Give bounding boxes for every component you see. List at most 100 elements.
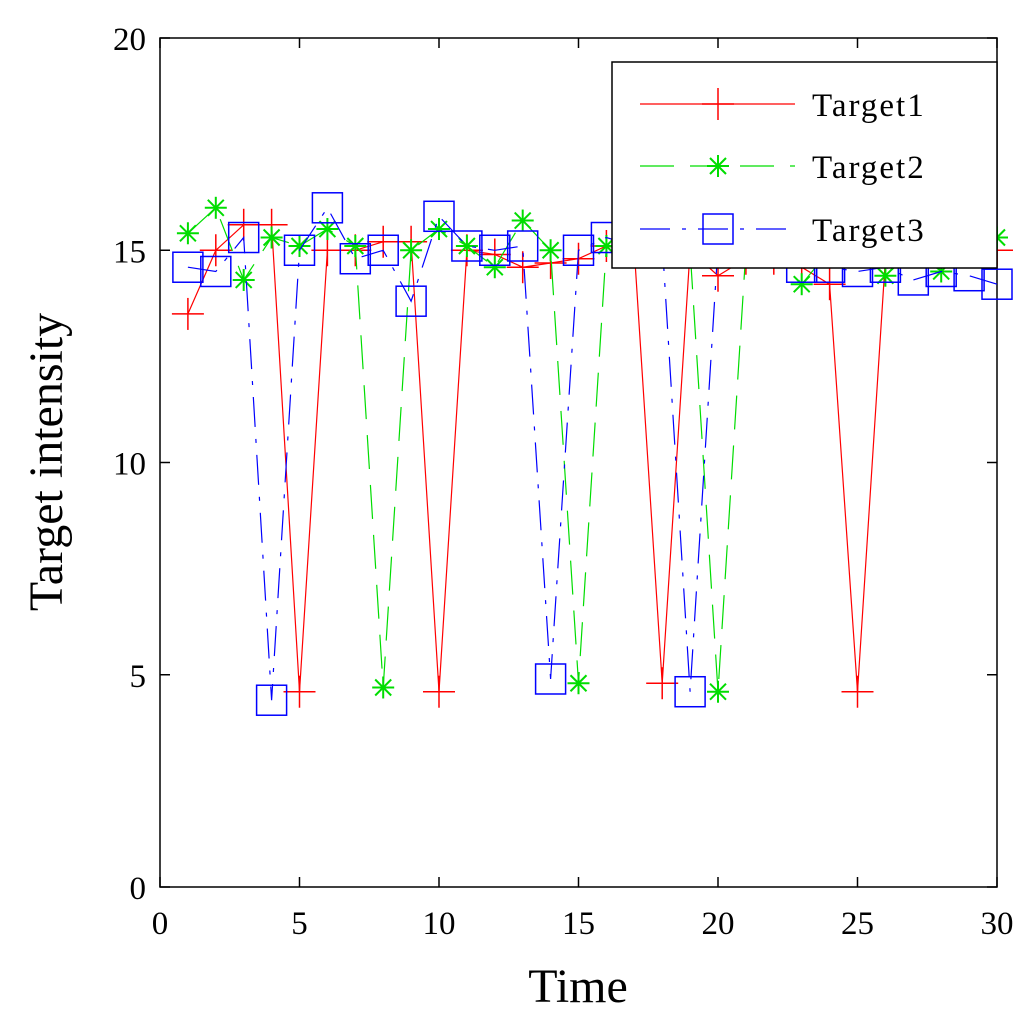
x-tick-label: 5	[291, 906, 308, 942]
data-point	[567, 672, 590, 695]
marker-stroke	[367, 234, 399, 266]
data-point	[511, 209, 534, 232]
legend-label: Target2	[812, 150, 926, 186]
x-tick-label: 30	[981, 906, 1014, 942]
marker-stroke	[562, 234, 595, 266]
marker-stroke	[430, 220, 448, 238]
data-point	[539, 239, 562, 262]
data-point	[981, 268, 1013, 300]
data-point	[841, 675, 874, 708]
x-tick-label: 20	[702, 906, 735, 942]
marker-stroke	[402, 241, 420, 259]
data-point	[790, 273, 813, 296]
marker-stroke	[674, 675, 706, 708]
y-tick-label: 5	[130, 659, 147, 695]
data-point	[562, 234, 595, 266]
marker-stroke	[486, 258, 504, 276]
x-tick-label: 15	[562, 906, 595, 942]
data-point	[506, 230, 539, 262]
legend-label: Target1	[812, 88, 926, 124]
y-tick-label: 15	[113, 234, 146, 270]
marker-stroke	[702, 213, 734, 245]
data-point	[227, 208, 260, 241]
data-point	[344, 235, 367, 258]
data-point	[288, 235, 311, 258]
y-axis-label: Target intensity	[20, 313, 73, 611]
marker-stroke	[709, 157, 727, 175]
legend: Target1 Target2 Target3	[611, 61, 998, 269]
y-tick-label: 0	[130, 871, 147, 907]
marker-stroke	[346, 237, 365, 255]
axis-ticks: 0 5 10 15 20 25 30 0 5 10 15 20	[113, 22, 1014, 942]
data-point	[172, 251, 204, 283]
data-point	[283, 675, 316, 708]
marker-stroke	[423, 200, 455, 233]
marker-stroke	[876, 267, 895, 285]
marker-stroke	[513, 211, 532, 230]
data-point	[479, 234, 511, 266]
data-point	[367, 234, 399, 266]
legend-item: Target3	[640, 213, 926, 249]
data-point	[423, 675, 455, 708]
y-tick-label: 10	[113, 447, 146, 483]
marker-stroke	[311, 192, 344, 224]
legend-item: Target2	[640, 150, 926, 186]
data-point	[255, 684, 288, 716]
data-point	[171, 297, 204, 330]
marker-stroke	[506, 230, 539, 262]
marker-stroke	[339, 242, 372, 275]
data-point	[423, 200, 455, 233]
data-point	[506, 251, 539, 284]
data-point	[283, 234, 316, 266]
x-axis-label: Time	[528, 960, 628, 1013]
legend-box	[611, 61, 998, 269]
x-tick-label: 25	[841, 906, 874, 942]
legend-swatch-marker	[702, 213, 734, 245]
y-tick-label: 20	[113, 22, 146, 58]
legend-swatch-marker	[702, 88, 734, 120]
legend-swatch-marker	[707, 155, 729, 177]
marker-stroke	[709, 683, 727, 701]
marker-stroke	[200, 255, 232, 288]
marker-stroke	[234, 271, 253, 289]
data-point	[813, 268, 846, 301]
marker-stroke	[172, 251, 204, 283]
data-point	[311, 192, 344, 224]
marker-stroke	[395, 285, 427, 317]
data-point	[367, 225, 400, 258]
marker-stroke	[374, 678, 392, 697]
marker-stroke	[262, 228, 281, 247]
data-point	[227, 221, 260, 254]
marker-stroke	[458, 237, 476, 255]
legend-label: Target3	[812, 213, 926, 249]
data-point	[451, 230, 483, 262]
data-point	[260, 226, 283, 249]
marker-stroke	[541, 241, 560, 259]
data-point	[200, 255, 232, 288]
data-point	[232, 268, 255, 291]
marker-stroke	[534, 663, 567, 695]
marker-stroke	[569, 674, 588, 692]
marker-stroke	[227, 221, 260, 254]
data-point	[646, 667, 679, 700]
data-point	[199, 234, 232, 267]
series-line	[187, 206, 998, 701]
data-point	[372, 676, 395, 699]
data-point	[674, 675, 706, 708]
data-point	[316, 218, 339, 241]
marker-stroke	[479, 234, 511, 266]
data-point	[483, 256, 506, 279]
data-point	[204, 196, 227, 219]
marker-stroke	[179, 224, 197, 242]
x-tick-label: 10	[423, 906, 456, 942]
legend-item: Target1	[640, 88, 926, 124]
x-tick-label: 0	[152, 906, 169, 942]
data-point	[400, 239, 423, 262]
marker-stroke	[255, 684, 288, 716]
data-point	[395, 285, 427, 317]
marker-stroke	[290, 237, 309, 255]
marker-stroke	[981, 268, 1013, 300]
data-point	[428, 218, 450, 241]
marker-stroke	[283, 234, 316, 266]
